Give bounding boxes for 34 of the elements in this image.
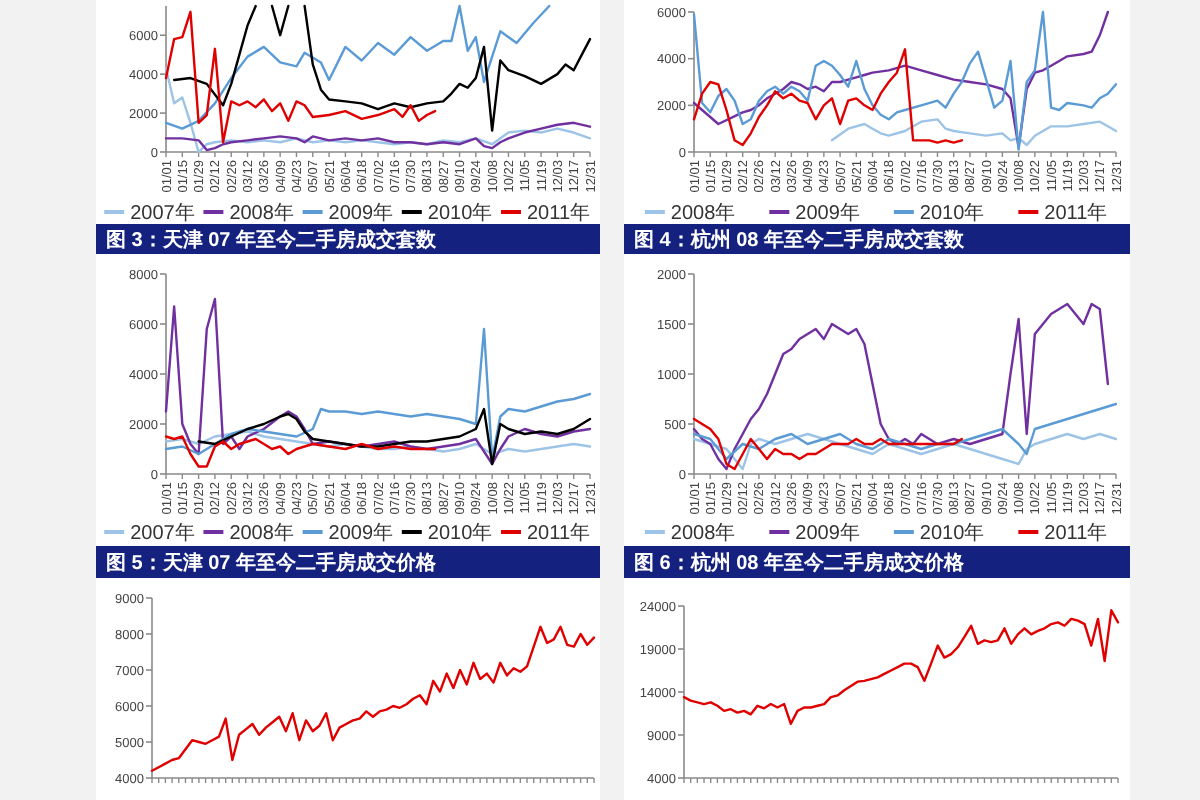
line-series	[692, 402, 1118, 461]
legend-label: 2011年	[527, 521, 591, 545]
chart-title: 图 6：杭州 08 年至今二手房成交价格	[634, 551, 967, 576]
legend-label: 2007年	[130, 201, 195, 225]
legend-label: 2009年	[795, 201, 860, 225]
chart-title: 图 4：杭州 08 年至今二手房成交套数	[634, 228, 967, 253]
chart-title: 图 3：天津 07 年至今二手房成交套数	[106, 228, 439, 253]
line-series	[692, 302, 1110, 471]
chart-title: 图 5：天津 07 年至今二手房成交价格	[106, 551, 439, 576]
legend-label: 2008年	[670, 521, 736, 545]
line-series	[150, 625, 596, 772]
legend-label: 2009年	[328, 521, 394, 545]
line-series	[164, 10, 437, 144]
line-series	[830, 118, 1118, 147]
legend-label: 2010年	[427, 521, 493, 545]
line-series	[197, 407, 592, 466]
legend-label: 2010年	[919, 521, 985, 545]
legend-label: 2011年	[1044, 201, 1108, 225]
line-series	[164, 327, 592, 461]
legend-label: 2008年	[229, 201, 294, 225]
legend-label: 2010年	[427, 201, 493, 225]
legend-label: 2010年	[919, 201, 985, 225]
legend-label: 2007年	[130, 521, 195, 545]
line-series	[164, 297, 592, 466]
legend-label: 2011年	[527, 201, 591, 225]
legend-label: 2008年	[670, 201, 736, 225]
line-series	[692, 48, 964, 147]
line-series	[164, 435, 437, 468]
legend-label: 2008年	[229, 521, 294, 545]
legend-label: 2011年	[1044, 521, 1108, 545]
legend-label: 2009年	[795, 521, 860, 545]
legend-label: 2009年	[328, 201, 394, 225]
line-series	[682, 609, 1120, 726]
line-series	[692, 417, 964, 471]
